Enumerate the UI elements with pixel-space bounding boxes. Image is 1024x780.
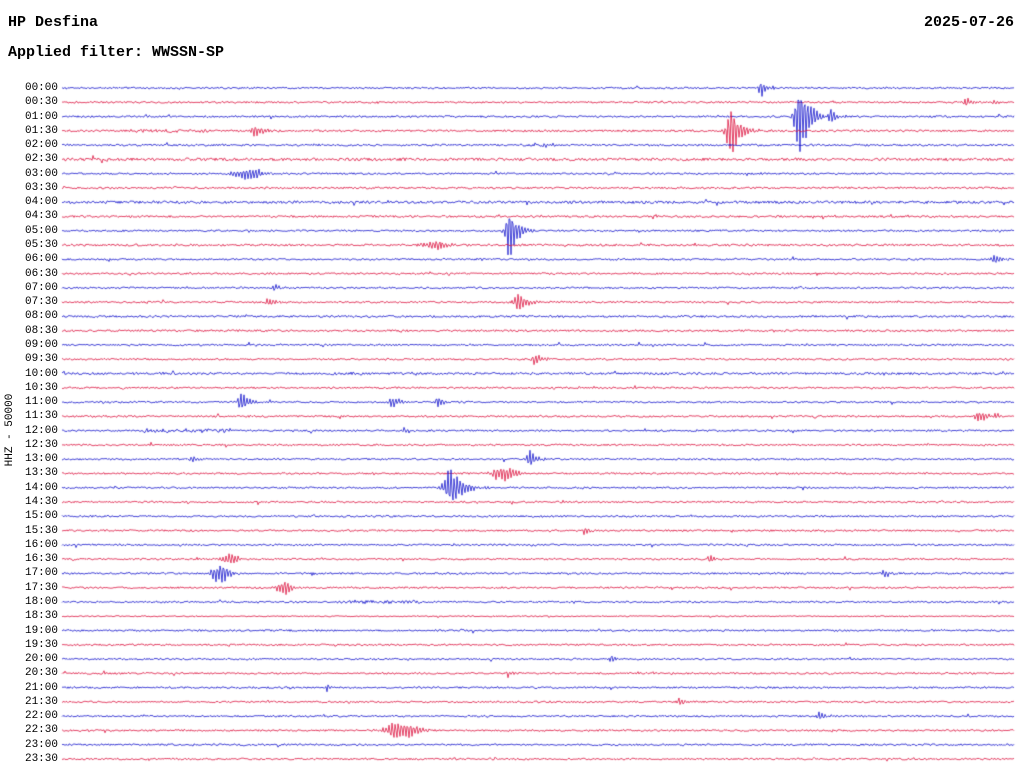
time-label: 16:30 xyxy=(24,553,58,566)
time-label: 16:00 xyxy=(24,538,58,551)
time-label: 20:30 xyxy=(24,667,58,680)
time-label: 18:00 xyxy=(24,595,58,608)
time-label: 10:30 xyxy=(24,381,58,394)
time-label: 17:30 xyxy=(24,581,58,594)
time-label: 02:00 xyxy=(24,139,58,152)
filter-label: Applied filter: WWSSN-SP xyxy=(8,44,225,61)
date-label: 2025-07-26 xyxy=(923,14,1014,31)
time-label: 05:30 xyxy=(24,239,58,252)
time-label: 01:30 xyxy=(24,124,58,137)
time-label: 04:00 xyxy=(24,196,58,209)
time-label: 07:30 xyxy=(24,296,58,309)
time-label: 22:00 xyxy=(24,710,58,723)
time-label: 12:30 xyxy=(24,438,58,451)
time-label: 17:00 xyxy=(24,567,58,580)
time-label: 11:00 xyxy=(24,396,58,409)
time-label: 10:00 xyxy=(24,367,58,380)
time-label: 13:30 xyxy=(24,467,58,480)
time-label: 14:30 xyxy=(24,496,58,509)
time-label: 22:30 xyxy=(24,724,58,737)
time-label: 18:30 xyxy=(24,610,58,623)
time-label: 20:00 xyxy=(24,653,58,666)
time-label: 00:00 xyxy=(24,82,58,94)
time-label: 21:30 xyxy=(24,695,58,708)
time-label: 05:00 xyxy=(24,224,58,237)
time-label: 23:30 xyxy=(24,753,58,765)
time-label: 03:00 xyxy=(24,167,58,180)
time-label: 19:00 xyxy=(24,624,58,637)
time-label: 15:00 xyxy=(24,510,58,523)
time-label: 23:00 xyxy=(24,738,58,751)
time-label: 08:30 xyxy=(24,324,58,337)
time-label: 11:30 xyxy=(24,410,58,423)
time-label: 09:00 xyxy=(24,338,58,351)
time-label: 01:00 xyxy=(24,110,58,123)
time-label: 04:30 xyxy=(24,210,58,223)
station-title: HP Desfina xyxy=(8,14,99,31)
time-label: 07:00 xyxy=(24,281,58,294)
time-label: 13:00 xyxy=(24,453,58,466)
time-label: 08:00 xyxy=(24,310,58,323)
time-label: 12:00 xyxy=(24,424,58,437)
time-label: 14:00 xyxy=(24,481,58,494)
time-label: 03:30 xyxy=(24,181,58,194)
time-label: 19:30 xyxy=(24,638,58,651)
time-label: 02:30 xyxy=(24,153,58,166)
time-label: 15:30 xyxy=(24,524,58,537)
time-label: 09:30 xyxy=(24,353,58,366)
time-label: 06:00 xyxy=(24,253,58,266)
time-label: 06:30 xyxy=(24,267,58,280)
time-label: 00:30 xyxy=(24,96,58,109)
time-label: 21:00 xyxy=(24,681,58,694)
